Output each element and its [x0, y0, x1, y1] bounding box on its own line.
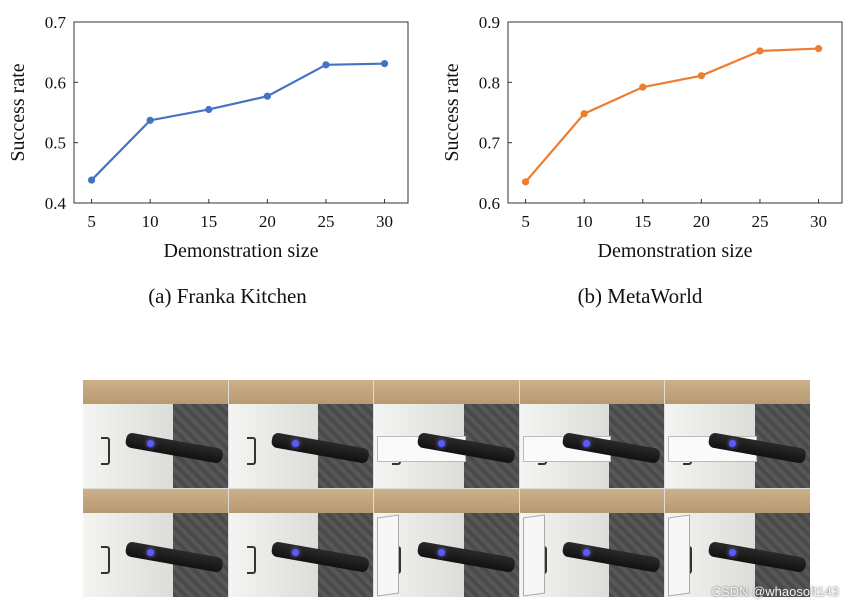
- photo-frame: [665, 489, 810, 597]
- chart-b-x-axis-label: Demonstration size: [598, 240, 753, 262]
- chart-b-data-point: [639, 83, 647, 91]
- chart-b-data-point: [814, 44, 823, 53]
- chart-b-xtick-label: 5: [521, 212, 530, 231]
- photo-led: [292, 549, 300, 557]
- photo-counter: [665, 489, 810, 513]
- chart-b-xtick-label: 10: [576, 212, 593, 231]
- chart-b-xtick-label: 15: [634, 212, 651, 231]
- chart-b-ytick-label: 0.6: [479, 194, 500, 213]
- photo-led: [729, 549, 737, 557]
- photo-counter: [228, 489, 374, 513]
- photo-frame: [228, 380, 374, 488]
- photo-frame: [519, 489, 665, 597]
- photo-frame: [83, 380, 228, 488]
- chart-a-series-line: [90, 62, 385, 181]
- photo-counter: [228, 380, 374, 404]
- photo-door: [522, 514, 545, 597]
- photo-counter: [83, 489, 228, 513]
- chart-b-xtick-label: 30: [810, 212, 827, 231]
- chart-b-ytick-label: 0.7: [479, 134, 501, 153]
- photo-led: [146, 549, 154, 557]
- chart-a-xtick-label: 30: [376, 212, 393, 231]
- chart-b-data-point: [697, 72, 705, 80]
- photo-frame: [83, 489, 228, 597]
- photo-led: [729, 440, 737, 448]
- chart-a-ytick-label: 0.7: [45, 13, 67, 32]
- photo-frame: [665, 380, 810, 488]
- chart-b-ytick-label: 0.9: [479, 13, 500, 32]
- chart-a-data-point: [380, 60, 389, 68]
- caption-panel-b: (b) MetaWorld: [577, 284, 703, 308]
- chart-a-ytick-label: 0.4: [45, 194, 67, 213]
- chart-a-data-point: [205, 105, 213, 114]
- photo-led: [292, 440, 300, 448]
- chart-b-y-axis-label: Success rate: [441, 63, 463, 161]
- chart-b-xtick-label: 20: [693, 212, 710, 231]
- chart-b-plot-frame: [507, 21, 843, 204]
- photo-frame: [519, 380, 665, 488]
- photo-led: [437, 549, 445, 557]
- chart-b-series-line: [524, 47, 819, 183]
- chart-b-ytick-label: 0.8: [479, 73, 500, 92]
- chart-a-xtick-label: 5: [87, 212, 96, 231]
- photo-counter: [665, 380, 810, 404]
- chart-a-data-point: [322, 61, 330, 69]
- chart-a-xtick-label: 20: [259, 212, 276, 231]
- chart-a-ytick-label: 0.5: [45, 134, 66, 153]
- photo-counter: [519, 380, 665, 404]
- photo-led: [583, 549, 591, 557]
- chart-b-xtick-label: 25: [751, 212, 768, 231]
- photo-counter: [519, 489, 665, 513]
- caption-panel-a: (a) Franka Kitchen: [148, 284, 307, 308]
- photo-door: [668, 514, 691, 597]
- chart-a-plot-frame: [73, 21, 409, 204]
- photo-frame: [228, 489, 374, 597]
- photo-led: [437, 440, 445, 448]
- chart-a-xtick-label: 25: [317, 212, 334, 231]
- chart-a-data-point: [263, 92, 271, 100]
- chart-b-data-point: [580, 110, 588, 118]
- chart-a-xtick-label: 15: [200, 212, 217, 231]
- photo-led: [146, 440, 154, 448]
- photo-counter: [374, 380, 519, 404]
- photo-counter: [83, 380, 228, 404]
- photo-frame: [374, 380, 519, 488]
- photo-door: [377, 514, 400, 597]
- watermark: CSDN @whaosoft143: [711, 584, 839, 599]
- chart-a-data-point: [146, 116, 154, 124]
- chart-b-data-point: [756, 47, 764, 55]
- photo-frame: [374, 489, 519, 597]
- chart-a-xtick-label: 10: [142, 212, 159, 231]
- robot-photo-grid: [83, 380, 810, 597]
- photo-counter: [374, 489, 519, 513]
- chart-a-data-point: [87, 176, 96, 184]
- chart-b-data-point: [521, 178, 530, 186]
- photo-led: [583, 440, 591, 448]
- chart-a-y-axis-label: Success rate: [7, 63, 29, 161]
- chart-a-x-axis-label: Demonstration size: [164, 240, 319, 262]
- chart-a-ytick-label: 0.6: [45, 73, 66, 92]
